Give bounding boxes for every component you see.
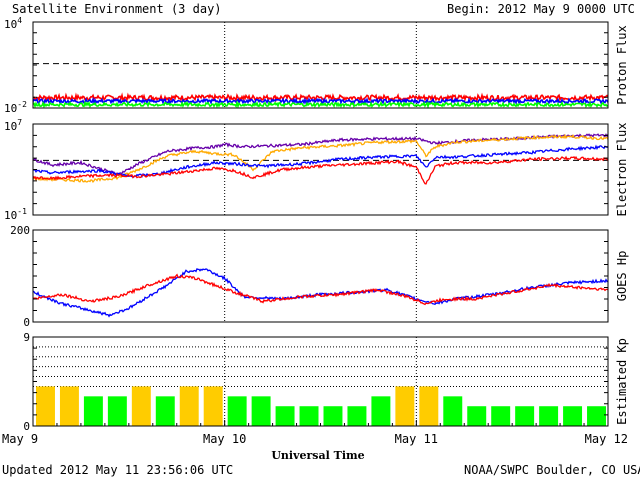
kp-bar	[251, 396, 271, 426]
proton-flux-series-2	[32, 96, 609, 106]
electron-flux-series-2	[32, 133, 609, 183]
kp-bar	[203, 386, 223, 426]
goes-hp-ytick-label: 200	[10, 224, 30, 237]
x-axis-title: Universal Time	[271, 449, 364, 462]
kp-bar	[371, 396, 391, 426]
goes-hp-ylabel: GOES Hp	[615, 251, 629, 302]
electron-flux-series-1	[32, 133, 609, 176]
kp-bar	[299, 406, 319, 426]
x-axis-label: May 9	[2, 432, 38, 446]
electron-flux-ytick-label: 107	[4, 118, 22, 133]
electron-flux-series-3	[32, 144, 608, 179]
kp-bar	[587, 406, 606, 426]
proton-flux-ytick-label: 10-2	[4, 100, 27, 115]
kp-bar	[563, 406, 583, 426]
kp-bar	[515, 406, 535, 426]
kp-bar	[131, 386, 151, 426]
chart-title: Satellite Environment (3 day)	[12, 2, 222, 16]
x-axis-label: May 11	[395, 432, 438, 446]
electron-flux-series-4	[32, 155, 609, 185]
kp-bar	[323, 406, 343, 426]
proton-flux-frame	[32, 21, 609, 109]
proton-flux-ylabel: Proton Flux	[615, 25, 629, 104]
kp-bar	[179, 386, 199, 426]
proton-flux-ytick-label: 104	[4, 16, 22, 31]
kp-bar	[347, 406, 367, 426]
electron-flux-ytick-label: 10-1	[4, 207, 27, 222]
proton-flux-series-3	[32, 99, 609, 110]
updated-time: Updated 2012 May 11 23:56:06 UTC	[2, 463, 233, 477]
kp-bar	[36, 386, 55, 426]
x-axis-label: May 10	[203, 432, 246, 446]
kp-bar	[107, 396, 127, 426]
kp-bar	[59, 386, 79, 426]
goes-hp-series-1	[32, 268, 609, 318]
kp-bar	[539, 406, 559, 426]
estimated-kp-ylabel: Estimated Kp	[615, 338, 629, 425]
kp-bar	[467, 406, 487, 426]
kp-bar	[443, 396, 463, 426]
estimated-kp-ytick-label: 9	[23, 331, 30, 344]
kp-bar	[419, 386, 439, 426]
kp-bar	[227, 396, 247, 426]
x-axis-label: May 12	[585, 432, 628, 446]
goes-hp-series-2	[32, 273, 609, 306]
goes-hp-ytick-label: 0	[23, 316, 30, 329]
kp-bar	[155, 396, 175, 426]
goes-hp-frame	[32, 229, 609, 323]
estimated-kp-ytick-label: 0	[23, 420, 30, 433]
begin-time: Begin: 2012 May 9 0000 UTC	[447, 2, 635, 16]
kp-bar	[275, 406, 295, 426]
proton-flux-series-1	[32, 92, 609, 103]
credit: NOAA/SWPC Boulder, CO USA	[464, 463, 640, 477]
kp-bar	[83, 396, 103, 426]
electron-flux-ylabel: Electron Flux	[615, 123, 629, 217]
kp-bar	[491, 406, 511, 426]
kp-bar	[395, 386, 415, 426]
